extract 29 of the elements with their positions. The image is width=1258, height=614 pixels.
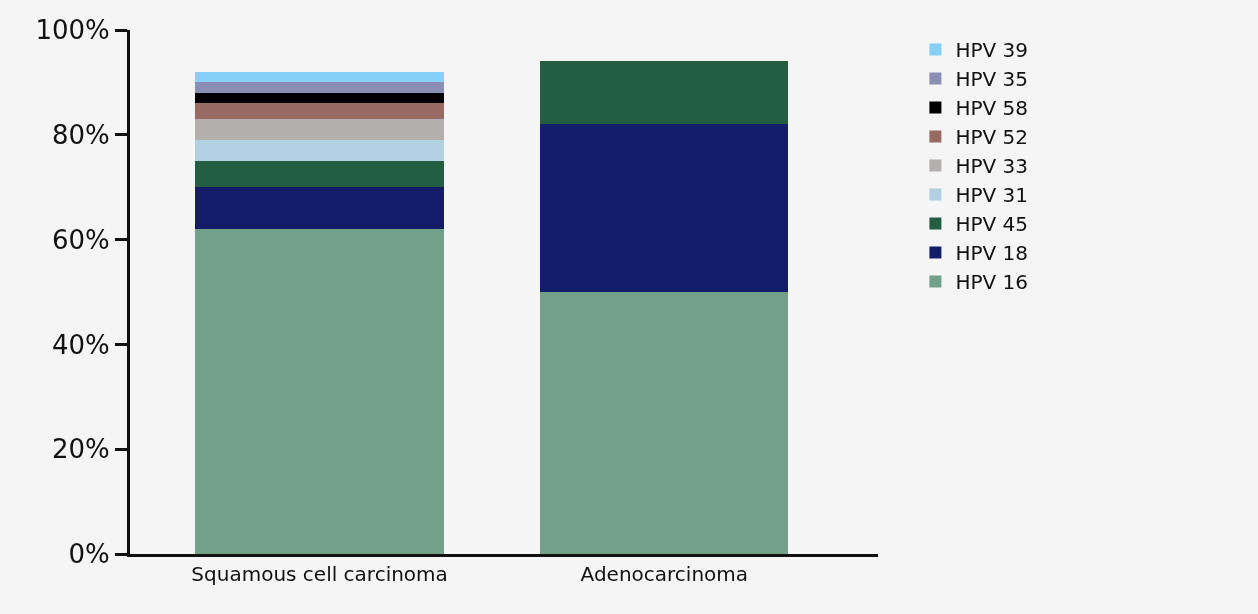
legend-label: HPV 33 <box>955 154 1028 179</box>
y-tick-label: 80% <box>52 119 110 150</box>
legend-label: HPV 18 <box>955 241 1028 266</box>
bar <box>195 103 444 120</box>
bar <box>195 161 444 188</box>
x-tick-label: Adenocarcinoma <box>580 562 749 586</box>
y-tick-label: 20% <box>52 434 110 465</box>
bar <box>540 292 789 554</box>
bar <box>540 61 789 125</box>
y-tick-label: 60% <box>52 224 110 255</box>
bar <box>195 82 444 93</box>
bar <box>195 119 444 141</box>
bar <box>195 187 444 230</box>
legend-label: HPV 52 <box>955 125 1028 150</box>
bar <box>540 124 789 292</box>
legend-label: HPV 39 <box>955 38 1028 63</box>
x-tick-label: Squamous cell carcinoma <box>191 562 448 586</box>
bar <box>195 140 444 161</box>
legend-label: HPV 31 <box>955 183 1028 208</box>
bar <box>195 92 444 104</box>
y-tick-label: 40% <box>52 329 110 360</box>
y-tick-label: 0% <box>68 539 110 570</box>
bar <box>195 71 444 83</box>
y-tick-label: 100% <box>35 15 110 46</box>
legend-label: HPV 16 <box>955 270 1028 295</box>
legend-label: HPV 35 <box>955 67 1028 92</box>
bar <box>195 229 444 554</box>
legend-label: HPV 45 <box>955 212 1028 237</box>
legend-label: HPV 58 <box>955 96 1028 121</box>
